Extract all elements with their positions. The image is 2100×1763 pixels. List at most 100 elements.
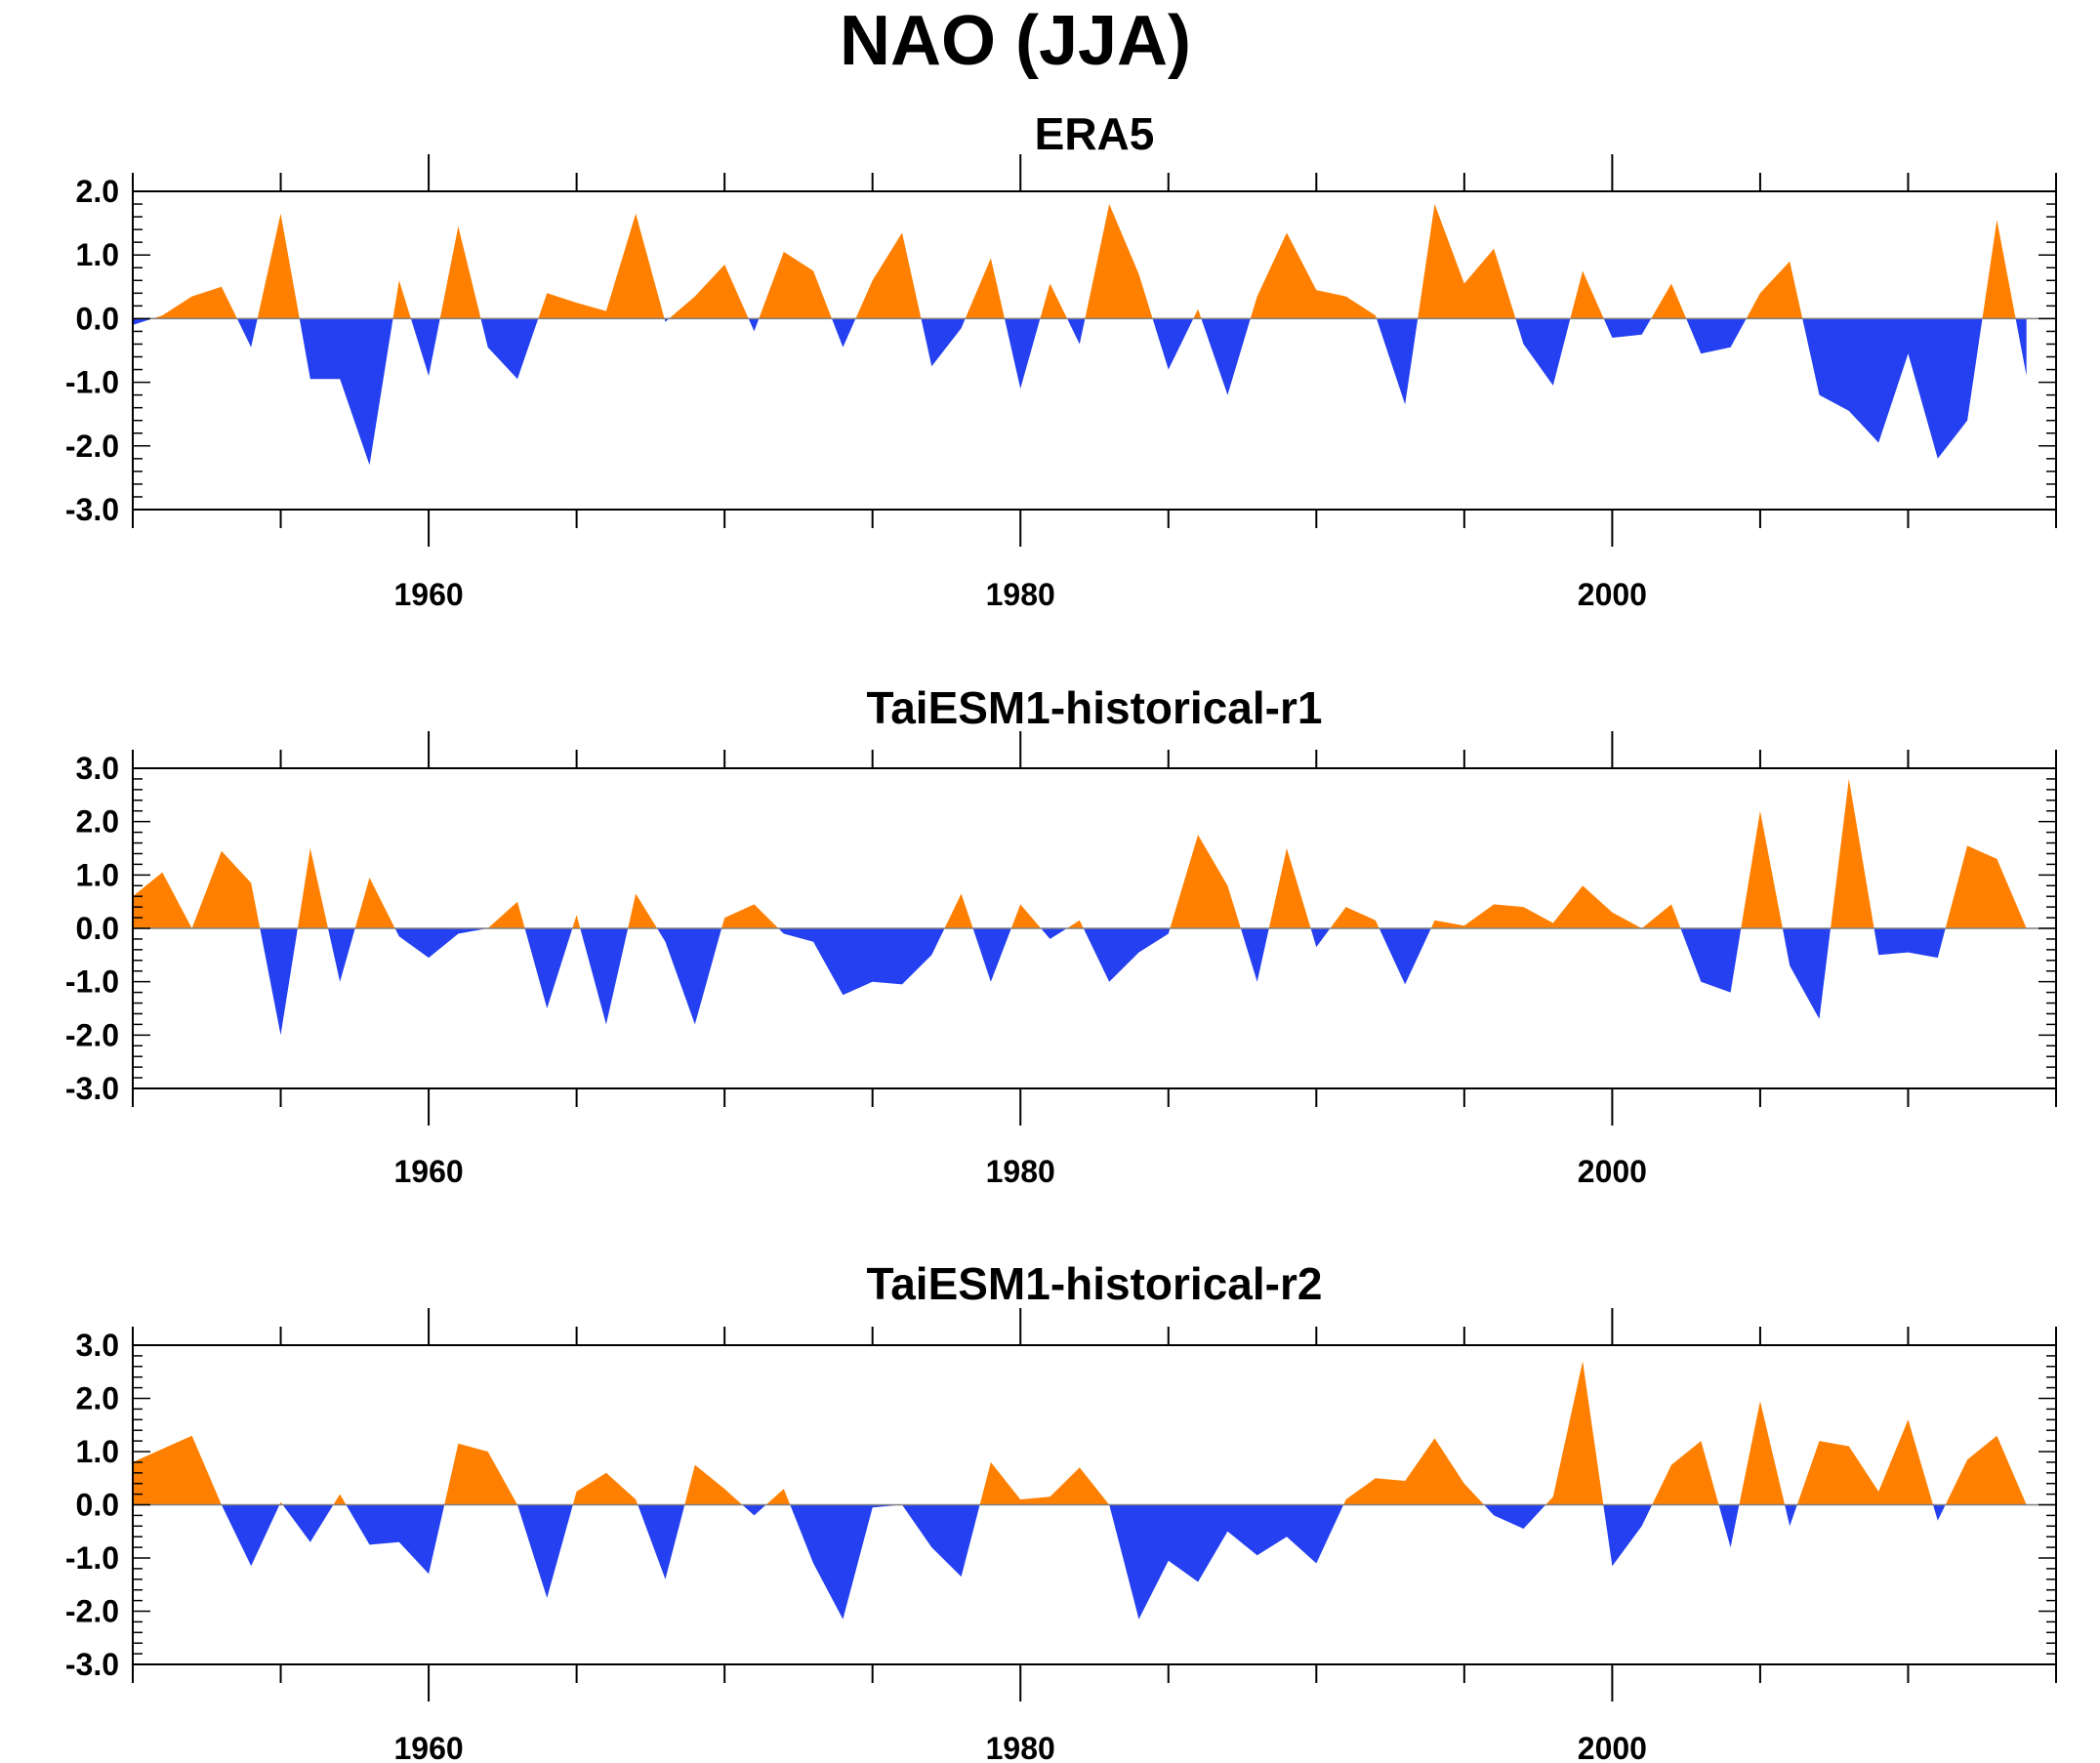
negative-anomaly-area [1041, 928, 1067, 939]
positive-anomaly-area [1982, 220, 2016, 319]
x-tick-label: 1960 [393, 1731, 463, 1763]
figure-title: NAO (JJA) [839, 2, 1192, 80]
y-tick-label: -3.0 [65, 492, 119, 527]
negative-anomaly-area [742, 1504, 766, 1516]
y-tick-label: -3.0 [65, 1071, 119, 1106]
negative-anomaly-area [1005, 318, 1041, 390]
plot-frame [132, 190, 2057, 511]
positive-anomaly-area [944, 893, 973, 928]
negative-anomaly-area [524, 928, 573, 1008]
positive-anomaly-area [297, 848, 328, 928]
positive-anomaly-area [1418, 204, 1516, 319]
negative-anomaly-area [1310, 928, 1331, 948]
y-tick-label: -2.0 [65, 1017, 119, 1052]
negative-anomaly-area [1603, 1504, 1653, 1567]
y-tick-label: -1.0 [65, 365, 119, 400]
negative-anomaly-area [778, 928, 945, 996]
positive-anomaly-area [979, 1461, 1110, 1505]
x-tick-label: 1960 [393, 577, 463, 612]
negative-anomaly-area [282, 1504, 334, 1542]
positive-anomaly-area [721, 904, 779, 928]
negative-anomaly-area [1802, 318, 1983, 459]
negative-anomaly-area [1067, 318, 1086, 345]
negative-anomaly-area [664, 318, 670, 322]
negative-anomaly-area [921, 318, 966, 367]
negative-anomaly-area [1782, 928, 1831, 1019]
positive-anomaly-area [1430, 885, 1681, 928]
negative-anomaly-area [1377, 318, 1419, 405]
negative-anomaly-area [902, 1504, 980, 1578]
positive-anomaly-area [133, 850, 261, 928]
positive-anomaly-area [572, 915, 581, 928]
negative-anomaly-area [517, 1504, 573, 1598]
y-tick-label: 2.0 [76, 1381, 119, 1416]
positive-anomaly-area [1170, 835, 1241, 928]
positive-anomaly-area [133, 1435, 222, 1505]
y-tick-label: 0.0 [76, 301, 119, 336]
panel-title: TaiESM1-historical-r2 [867, 1258, 1323, 1309]
positive-anomaly-area [1330, 907, 1379, 928]
negative-anomaly-area [394, 928, 488, 959]
positive-anomaly-area [1796, 1419, 1933, 1505]
negative-anomaly-area [657, 928, 722, 1025]
negative-anomaly-area [1484, 1504, 1546, 1529]
negative-anomaly-area [1718, 1504, 1740, 1548]
x-tick-label: 1960 [393, 1154, 463, 1189]
positive-anomaly-area [1343, 1438, 1485, 1505]
positive-anomaly-area [1945, 1435, 2027, 1505]
positive-anomaly-area [1570, 270, 1604, 319]
panel-2: TaiESM1-historical-r1 1960 1980 2000 3.0 2.0 1… [65, 682, 2057, 1189]
negative-anomaly-area [299, 318, 393, 466]
positive-anomaly-area [684, 1464, 743, 1505]
negative-anomaly-area [1240, 928, 1269, 982]
y-tick-label: 3.0 [76, 751, 119, 786]
negative-anomaly-area [1874, 928, 1946, 959]
negative-anomaly-area [346, 1504, 445, 1575]
positive-anomaly-area [965, 258, 1005, 319]
negative-anomaly-area [1680, 928, 1742, 993]
positive-anomaly-area [487, 901, 525, 928]
x-tick-label: 2000 [1578, 577, 1647, 612]
panel-3: TaiESM1-historical-r2 1960 1980 2000 3.0 2.0 1… [65, 1258, 2057, 1763]
positive-anomaly-area [333, 1494, 347, 1505]
positive-anomaly-area [439, 226, 481, 319]
y-tick-label: -2.0 [65, 429, 119, 464]
negative-anomaly-area [972, 928, 1011, 982]
negative-anomaly-area [1933, 1504, 1946, 1521]
y-tick-label: -3.0 [65, 1647, 119, 1682]
positive-anomaly-area [1193, 308, 1202, 319]
negative-anomaly-area [260, 928, 298, 1036]
negative-anomaly-area [221, 1504, 280, 1567]
negative-anomaly-area [580, 928, 629, 1025]
x-tick-label: 2000 [1578, 1154, 1647, 1189]
y-tick-label: 2.0 [76, 804, 119, 840]
y-tick-label: 0.0 [76, 911, 119, 946]
negative-anomaly-area [133, 318, 153, 325]
positive-anomaly-area [1651, 283, 1687, 319]
positive-anomaly-area [1268, 848, 1311, 928]
negative-anomaly-area [1083, 928, 1171, 982]
positive-anomaly-area [765, 1489, 791, 1505]
positive-anomaly-area [354, 878, 395, 928]
y-tick-label: -1.0 [65, 964, 119, 1000]
positive-anomaly-area [1040, 283, 1068, 319]
negative-anomaly-area [1379, 928, 1431, 985]
negative-anomaly-area [410, 318, 440, 377]
y-tick-label: 2.0 [76, 174, 119, 209]
y-tick-label: 1.0 [76, 1434, 119, 1469]
positive-anomaly-area [1085, 204, 1153, 319]
positive-anomaly-area [572, 1472, 638, 1505]
x-tick-label: 2000 [1578, 1731, 1647, 1763]
positive-anomaly-area [628, 893, 658, 928]
y-tick-label: 3.0 [76, 1328, 119, 1363]
positive-anomaly-area [1066, 920, 1084, 928]
negative-anomaly-area [1603, 318, 1652, 338]
x-tick-label: 1980 [986, 577, 1055, 612]
y-tick-label: -1.0 [65, 1540, 119, 1576]
negative-anomaly-area [1201, 318, 1251, 395]
positive-anomaly-area [669, 265, 749, 319]
y-tick-label: 1.0 [76, 857, 119, 892]
negative-anomaly-area [790, 1504, 902, 1620]
positive-anomaly-area [1250, 232, 1377, 319]
